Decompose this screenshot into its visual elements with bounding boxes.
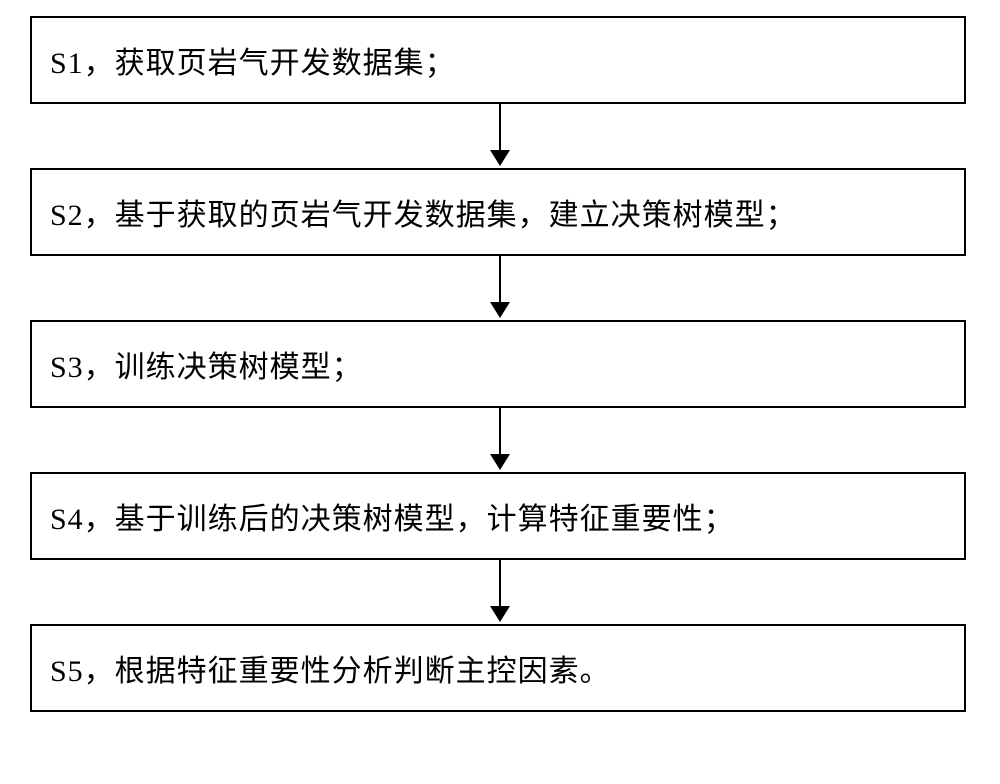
step-s4-box: S4，基于训练后的决策树模型，计算特征重要性； (30, 472, 966, 560)
step-s3-text: S3，训练决策树模型； (50, 342, 363, 386)
flowchart-canvas: S1，获取页岩气开发数据集； S2，基于获取的页岩气开发数据集，建立决策树模型；… (0, 0, 1000, 784)
arrow-s2-s3 (0, 256, 1000, 320)
arrow-icon (488, 104, 512, 168)
step-s5-text: S5，根据特征重要性分析判断主控因素。 (50, 646, 611, 690)
arrow-s3-s4 (0, 408, 1000, 472)
step-s1-text: S1，获取页岩气开发数据集； (50, 38, 456, 82)
arrow-icon (488, 256, 512, 320)
step-s4-text: S4，基于训练后的决策树模型，计算特征重要性； (50, 494, 735, 538)
arrow-s4-s5 (0, 560, 1000, 624)
step-s2-text: S2，基于获取的页岩气开发数据集，建立决策树模型； (50, 190, 797, 234)
step-s1-box: S1，获取页岩气开发数据集； (30, 16, 966, 104)
step-s2-box: S2，基于获取的页岩气开发数据集，建立决策树模型； (30, 168, 966, 256)
arrow-icon (488, 560, 512, 624)
arrow-icon (488, 408, 512, 472)
step-s3-box: S3，训练决策树模型； (30, 320, 966, 408)
step-s5-box: S5，根据特征重要性分析判断主控因素。 (30, 624, 966, 712)
arrow-s1-s2 (0, 104, 1000, 168)
